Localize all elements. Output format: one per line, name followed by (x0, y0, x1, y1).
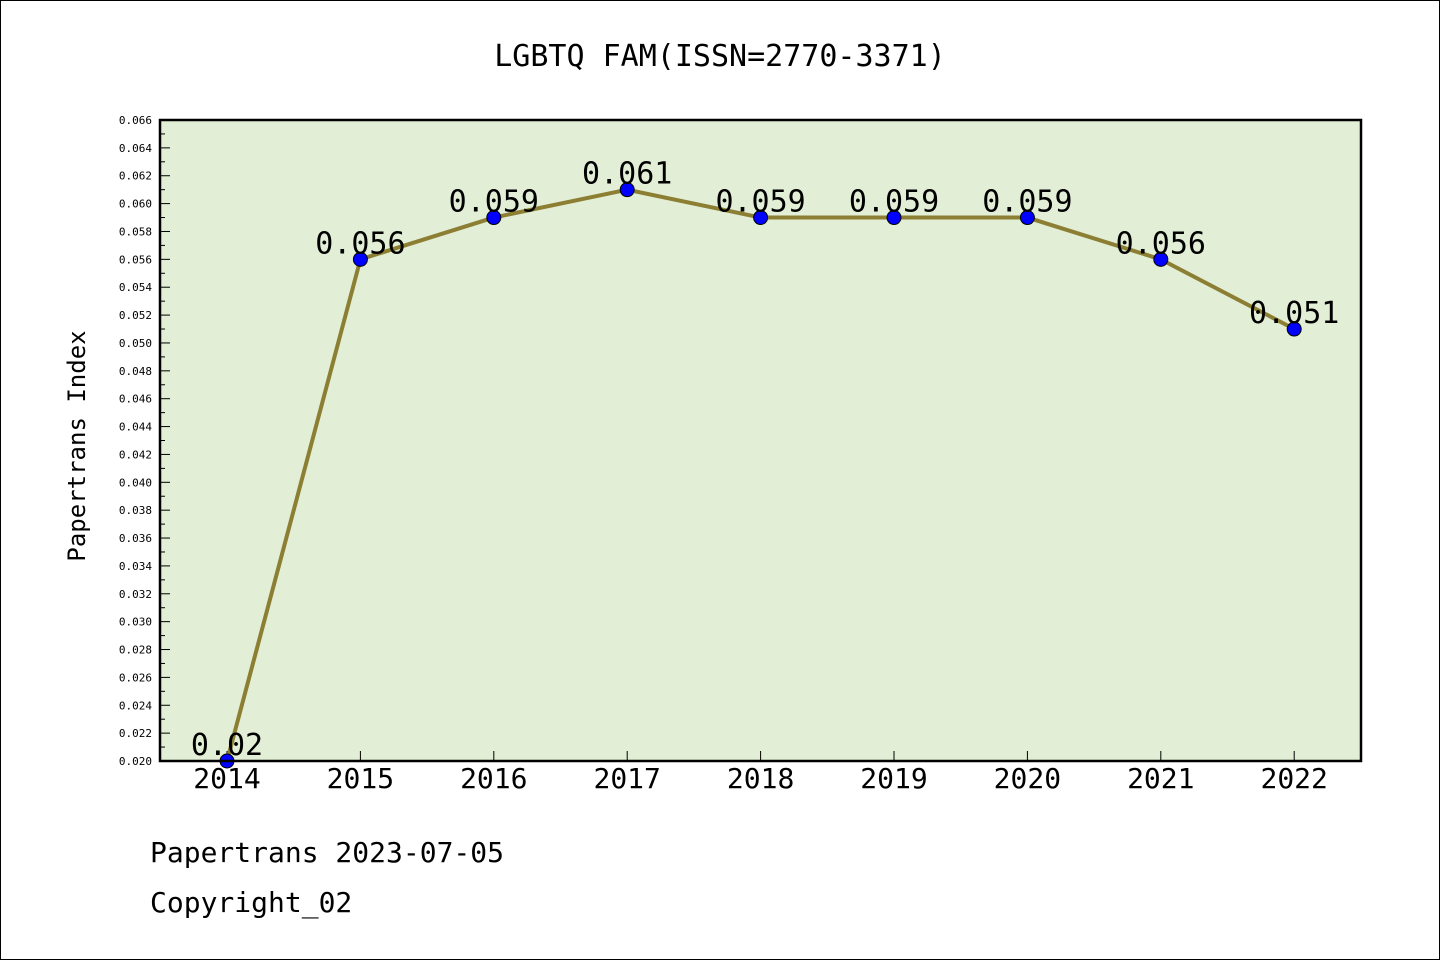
y-tick-label: 0.056 (119, 253, 152, 266)
data-label: 0.059 (982, 185, 1072, 220)
data-point (619, 182, 635, 198)
y-tick-label: 0.044 (119, 421, 152, 434)
y-tick-label: 0.020 (119, 755, 152, 768)
y-tick-label: 0.028 (119, 644, 152, 657)
data-point (352, 251, 368, 267)
y-tick-label: 0.054 (119, 281, 152, 294)
plot-area (160, 120, 1361, 761)
x-tick-label: 2021 (1127, 762, 1194, 795)
y-tick-label: 0.040 (119, 476, 152, 489)
y-tick-label: 0.050 (119, 337, 152, 350)
y-tick-label: 0.048 (119, 365, 152, 378)
y-tick-label: 0.034 (119, 560, 152, 573)
x-axis: 2014 2015 2016 2017 2018 2019 2020 2021 2022 (193, 751, 1328, 795)
data-point (1019, 210, 1035, 226)
x-tick-label: 2020 (994, 762, 1061, 795)
y-tick-label: 0.022 (119, 727, 152, 740)
data-label: 0.059 (715, 185, 805, 220)
y-tick-label: 0.046 (119, 393, 152, 406)
y-tick-label: 0.036 (119, 532, 152, 545)
data-label: 0.061 (582, 157, 672, 192)
y-tick-label: 0.066 (119, 114, 152, 127)
y-axis: 0.020 0.022 0.024 0.026 0.028 0.030 0.032 0.034… (119, 114, 170, 768)
data-label: 0.059 (849, 185, 939, 220)
y-tick-label: 0.064 (119, 142, 152, 155)
y-tick-label: 0.060 (119, 198, 152, 211)
x-tick-label: 2019 (860, 762, 927, 795)
x-tick-label: 2022 (1260, 762, 1327, 795)
data-point (753, 210, 769, 226)
data-label: 0.056 (1116, 226, 1206, 261)
data-point (1153, 251, 1169, 267)
data-label: 0.051 (1249, 296, 1339, 331)
data-point (1286, 321, 1302, 337)
y-tick-label: 0.030 (119, 616, 152, 629)
footer-source: Papertrans 2023-07-05 (150, 836, 505, 869)
y-tick-label: 0.038 (119, 504, 152, 517)
y-tick-label: 0.024 (119, 699, 152, 712)
data-label: 0.02 (191, 728, 263, 763)
y-tick-label: 0.042 (119, 448, 152, 461)
chart-title: LGBTQ FAM(ISSN=2770-3371) (494, 39, 946, 74)
footer-copyright: Copyright_02 (150, 886, 353, 919)
x-tick-label: 2016 (460, 762, 527, 795)
data-label: 0.059 (449, 185, 539, 220)
data-point (886, 210, 902, 226)
data-labels: 0.02 0.056 0.059 0.061 0.059 0.059 0.059 0.056 0… (191, 157, 1339, 763)
data-label: 0.056 (315, 226, 405, 261)
y-tick-label: 0.032 (119, 588, 152, 601)
y-tick-label: 0.026 (119, 671, 152, 684)
y-tick-label: 0.058 (119, 225, 152, 238)
x-tick-label: 2015 (327, 762, 394, 795)
x-tick-label: 2018 (727, 762, 794, 795)
plot-border (158, 118, 1363, 763)
y-tick-label: 0.052 (119, 309, 152, 322)
y-axis-label: Papertrans Index (63, 330, 91, 561)
x-tick-label: 2017 (593, 762, 660, 795)
y-tick-label: 0.062 (119, 170, 152, 183)
data-point (486, 210, 502, 226)
